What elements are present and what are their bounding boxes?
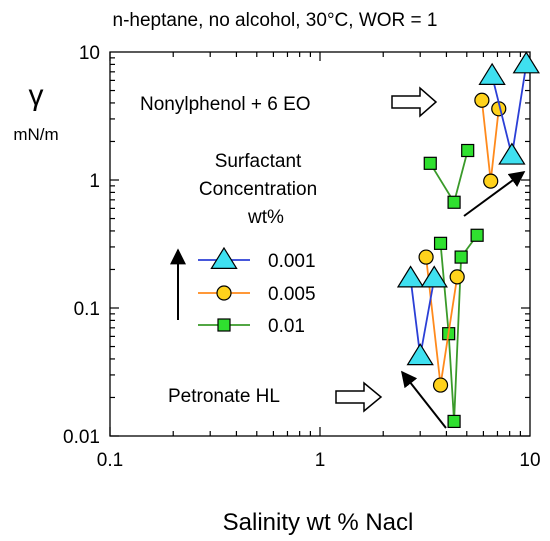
y-tick-label: 10 xyxy=(79,43,100,64)
hollow-arrow-petronate xyxy=(335,381,383,413)
data-point xyxy=(418,249,434,265)
legend-marker xyxy=(217,318,231,332)
data-point xyxy=(483,173,499,189)
data-point xyxy=(512,51,540,74)
annotations: Nonylphenol + 6 EO Petronate HL xyxy=(140,86,526,429)
data-point xyxy=(470,228,484,242)
data-point xyxy=(478,62,506,85)
x-axis-label: Salinity wt % Nacl xyxy=(223,509,414,536)
y-axis-unit: mN/m xyxy=(13,125,58,144)
y-tick-label: 1 xyxy=(89,171,100,192)
legend-item: 0.001 xyxy=(198,246,316,272)
x-tick-label: 1 xyxy=(315,450,326,471)
data-point xyxy=(396,265,425,288)
legend-title-line-1: Surfactant xyxy=(215,151,302,172)
series-circle xyxy=(418,92,507,393)
y-axis-symbol: γ xyxy=(29,79,44,112)
legend-item: 0.005 xyxy=(198,284,316,305)
legend-title-line-2: Concentration xyxy=(199,179,317,200)
series-triangle xyxy=(396,51,540,366)
chart-title: n-heptane, no alcohol, 30°C, WOR = 1 xyxy=(113,10,438,31)
diagonal-arrow-upper xyxy=(463,171,526,217)
data-point xyxy=(461,143,475,158)
data-point xyxy=(447,195,461,209)
legend-marker xyxy=(216,285,232,301)
y-tick-label: 0.01 xyxy=(63,427,100,448)
series-layer xyxy=(396,51,540,429)
data-point xyxy=(449,269,465,285)
legend-items: 0.001 0.005 0.01 xyxy=(198,246,316,337)
legend-label: 0.001 xyxy=(268,251,316,272)
series-square xyxy=(423,143,484,429)
legend-label: 0.01 xyxy=(268,316,305,337)
annotation-petronate: Petronate HL xyxy=(168,386,280,407)
legend-title-line-3: wt% xyxy=(247,207,284,228)
x-tick-label: 10 xyxy=(519,450,540,471)
data-point xyxy=(454,250,468,264)
data-point xyxy=(432,377,449,393)
legend-label: 0.005 xyxy=(268,284,316,305)
data-point xyxy=(498,142,526,165)
diagonal-arrow-lower xyxy=(401,370,447,429)
data-point xyxy=(420,265,448,288)
data-point xyxy=(406,343,434,366)
annotation-nonylphenol: Nonylphenol + 6 EO xyxy=(140,94,311,115)
data-point xyxy=(447,414,461,429)
y-tick-label: 0.1 xyxy=(74,299,100,320)
x-tick-label: 0.1 xyxy=(97,450,123,471)
data-point xyxy=(423,156,437,170)
legend: Surfactant Concentration wt% 0.0010.0050… xyxy=(198,151,317,337)
hollow-arrow-nonylphenol xyxy=(391,86,438,118)
legend-marker xyxy=(210,246,238,269)
data-point xyxy=(474,92,490,108)
data-point xyxy=(433,236,448,250)
legend-item: 0.01 xyxy=(198,316,305,337)
